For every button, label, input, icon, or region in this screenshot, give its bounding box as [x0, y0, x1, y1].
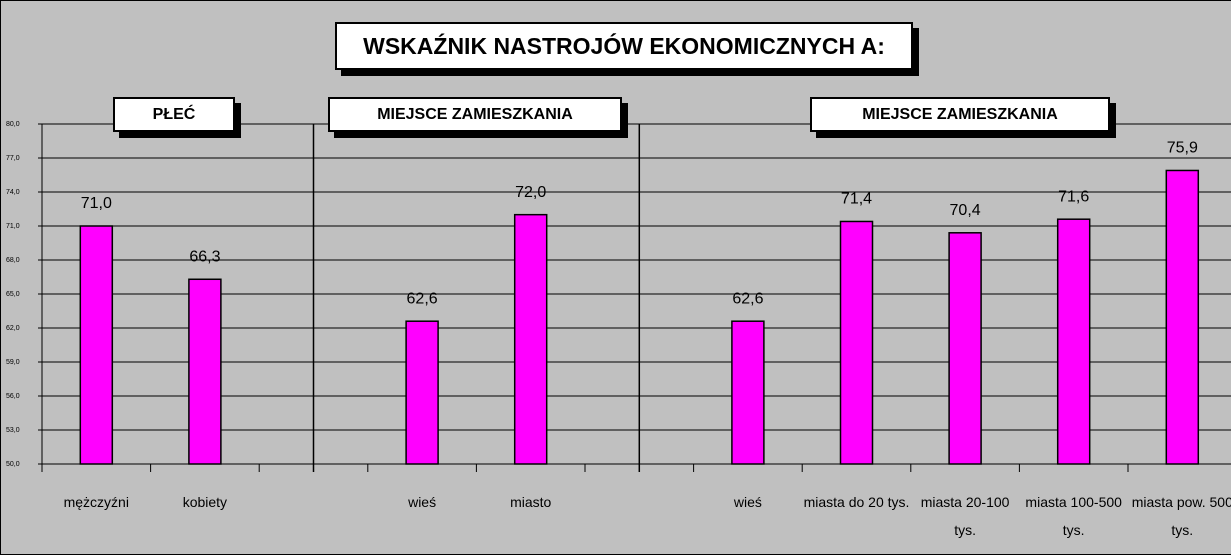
y-tick-label: 65,0	[6, 291, 20, 298]
bar	[188, 278, 222, 465]
y-tick-label: 56,0	[6, 393, 20, 400]
y-tick-label: 68,0	[6, 257, 20, 264]
data-label: 71,4	[841, 191, 872, 208]
y-tick-label: 71,0	[6, 223, 20, 230]
bar	[839, 220, 874, 465]
section-label: MIEJSCE ZAMIESZKANIA	[810, 97, 1110, 132]
y-tick-label: 80,0	[6, 121, 20, 128]
data-label: 66,3	[189, 248, 220, 265]
x-tick-label: miasto	[510, 494, 552, 510]
bar	[948, 232, 982, 465]
x-tick-label: miasta 20-100 tys.	[920, 494, 1010, 538]
bar	[1165, 169, 1200, 465]
x-tick-label: miasta pow. 500 tys.	[1131, 494, 1231, 538]
x-tick-label: wieś	[733, 494, 762, 510]
bar	[1056, 218, 1091, 465]
y-tick-label: 53,0	[6, 427, 20, 434]
x-tick-label: miasta 100-500 tys.	[1025, 494, 1122, 538]
bar	[79, 225, 114, 465]
bar	[731, 320, 765, 465]
data-label: 75,9	[1167, 140, 1198, 157]
y-tick-label: 59,0	[6, 359, 20, 366]
data-label: 72,0	[515, 184, 546, 201]
bar	[405, 320, 439, 465]
data-label: 62,6	[407, 290, 438, 307]
y-tick-label: 50,0	[6, 461, 20, 468]
data-label: 71,0	[81, 195, 112, 212]
data-label: 62,6	[732, 290, 763, 307]
data-label: 70,4	[950, 202, 981, 219]
x-tick-label: kobiety	[182, 494, 228, 510]
data-label: 71,6	[1058, 188, 1089, 205]
x-tick-label: wieś	[408, 494, 437, 510]
section-label: PŁEĆ	[113, 97, 235, 132]
y-tick-label: 77,0	[6, 155, 20, 162]
section-label: MIEJSCE ZAMIESZKANIA	[328, 97, 622, 132]
chart-title: WSKAŹNIK NASTROJÓW EKONOMICZNYCH A:	[335, 22, 913, 70]
x-tick-label: mężczyźni	[63, 494, 129, 510]
y-tick-label: 74,0	[6, 189, 20, 196]
x-tick-label: miasta do 20 tys.	[803, 494, 910, 510]
bar	[513, 213, 548, 465]
y-tick-label: 62,0	[6, 325, 20, 332]
